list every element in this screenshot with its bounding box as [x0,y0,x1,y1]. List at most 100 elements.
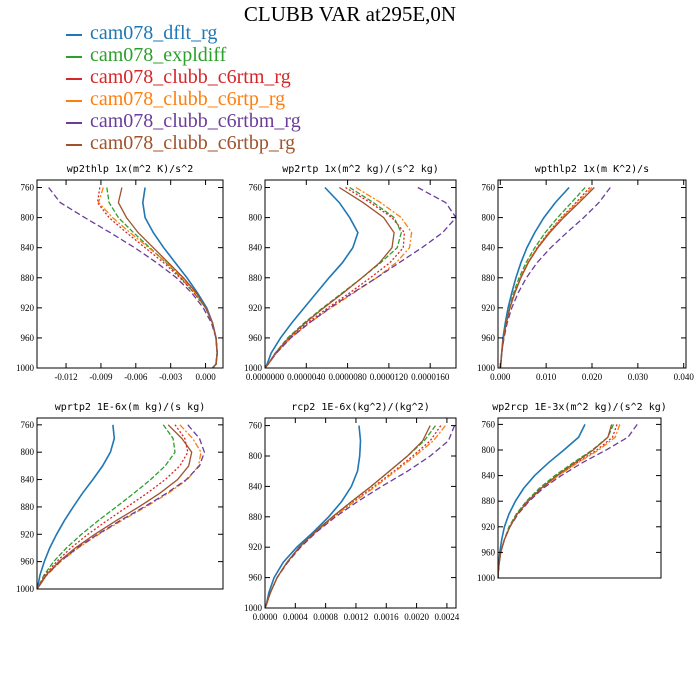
x-tick-label: 0.030 [628,372,649,382]
series-line [141,187,219,368]
y-tick-label: 920 [21,303,35,313]
series-line [96,187,218,368]
series-line [498,424,621,578]
series-line [265,186,359,368]
x-tick-label: 0.0004 [283,612,308,622]
chart-panel: wp2rcp 1E-3x(m^2 kg)/(s^2 kg) 760 800 840 88… [477,402,667,583]
x-tick-label: 0.0016 [374,612,399,622]
x-tick-label: 0.0000080 [328,372,367,382]
panel-title: wp2rcp 1E-3x(m^2 kg)/(s^2 kg) [492,402,667,413]
chart-panel: wpthlp2 1x(m K^2)/s 760 800 840 880 920 960 100… [477,164,694,382]
x-tick-label: 0.0012 [344,612,369,622]
y-tick-label: 800 [482,213,496,223]
x-tick-label: -0.012 [54,372,77,382]
x-tick-label: 0.020 [582,372,603,382]
series-line [499,187,611,368]
series-line [265,425,442,608]
series-line [265,425,431,608]
y-tick-label: 760 [249,421,263,431]
x-tick-label: -0.006 [124,372,148,382]
y-tick-label: 760 [482,419,496,429]
y-tick-label: 920 [249,303,263,313]
y-tick-label: 840 [482,471,496,481]
series-line [37,424,116,589]
y-tick-label: 880 [249,273,263,283]
x-tick-label: 0.0000160 [411,372,450,382]
y-tick-label: 920 [249,542,263,552]
panel-title: wpthlp2 1x(m K^2)/s [535,164,649,175]
y-tick-label: 800 [482,445,496,455]
x-tick-label: 0.010 [536,372,557,382]
y-tick-label: 760 [482,183,496,193]
y-tick-label: 760 [21,420,35,430]
series-line [37,424,206,589]
y-tick-label: 1000 [477,573,496,583]
chart-panel: rcp2 1E-6x(kg^2)/(kg^2) 760 800 840 880 920 96… [244,402,460,622]
series-line [37,424,176,589]
y-tick-label: 880 [482,273,496,283]
legend-label: cam078_expldiff [90,44,227,66]
y-tick-label: 960 [249,573,263,583]
x-tick-label: 0.0000 [253,612,278,622]
y-tick-label: 960 [21,557,35,567]
series-line [117,187,218,368]
series-line [265,186,395,368]
y-tick-label: 1000 [477,363,496,373]
legend-swatch [66,34,82,36]
y-tick-label: 880 [21,273,35,283]
x-tick-label: 0.000 [490,372,511,382]
x-tick-label: 0.0020 [404,612,429,622]
y-tick-label: 840 [21,243,35,253]
x-tick-label: 0.0008 [313,612,338,622]
legend-label: cam078_clubb_c6rtm_rg [90,66,291,88]
page-title: CLUBB VAR at295E,0N [243,2,457,26]
y-tick-label: 840 [249,481,263,491]
series-line [499,186,570,368]
x-tick-label: 0.0000120 [370,372,409,382]
y-tick-label: 760 [21,183,35,193]
y-tick-label: 760 [249,183,263,193]
series-line [265,186,456,368]
x-tick-label: -0.009 [89,372,113,382]
y-tick-label: 920 [482,303,496,313]
series-line [37,424,202,589]
y-tick-label: 960 [21,333,35,343]
panel-title: wp2rtp 1x(m^2 kg)/(s^2 kg) [282,164,439,175]
legend-label: cam078_clubb_c6rtbp_rg [90,132,296,154]
y-tick-label: 880 [21,502,35,512]
series-line [498,424,586,578]
y-tick-label: 1000 [244,363,263,373]
y-tick-label: 800 [249,213,263,223]
y-tick-label: 880 [249,512,263,522]
y-tick-label: 1000 [16,363,35,373]
x-tick-label: 0.000 [195,372,216,382]
y-tick-label: 1000 [16,584,35,594]
panel-title: rcp2 1E-6x(kg^2)/(kg^2) [291,402,429,413]
series-line [48,187,218,368]
legend-label: cam078_clubb_c6rtbm_rg [90,110,301,132]
y-tick-label: 840 [482,243,496,253]
series-line [498,424,613,578]
series-line [499,187,591,368]
y-tick-label: 920 [21,529,35,539]
y-tick-label: 800 [21,447,35,457]
series-line [265,425,456,608]
series-line [37,424,189,589]
y-tick-label: 960 [249,333,263,343]
plot-frame [497,179,687,369]
chart-panel: wp2thlp 1x(m^2 K)/s^2 760 800 840 880 920 960 1… [16,164,224,382]
panel-title: wp2thlp 1x(m^2 K)/s^2 [67,164,193,175]
y-tick-label: 1000 [244,603,263,613]
series-line [265,186,413,368]
legend-swatch [66,122,82,124]
plot-frame [264,179,457,369]
series-line [499,187,586,368]
y-tick-label: 920 [482,522,496,532]
x-tick-label: 0.0000000 [246,372,285,382]
legend-label: cam078_dflt_rg [90,22,218,44]
series-line [97,187,218,368]
y-tick-label: 800 [249,451,263,461]
x-tick-label: 0.0000040 [287,372,326,382]
legend-label: cam078_clubb_c6rtp_rg [90,88,286,110]
